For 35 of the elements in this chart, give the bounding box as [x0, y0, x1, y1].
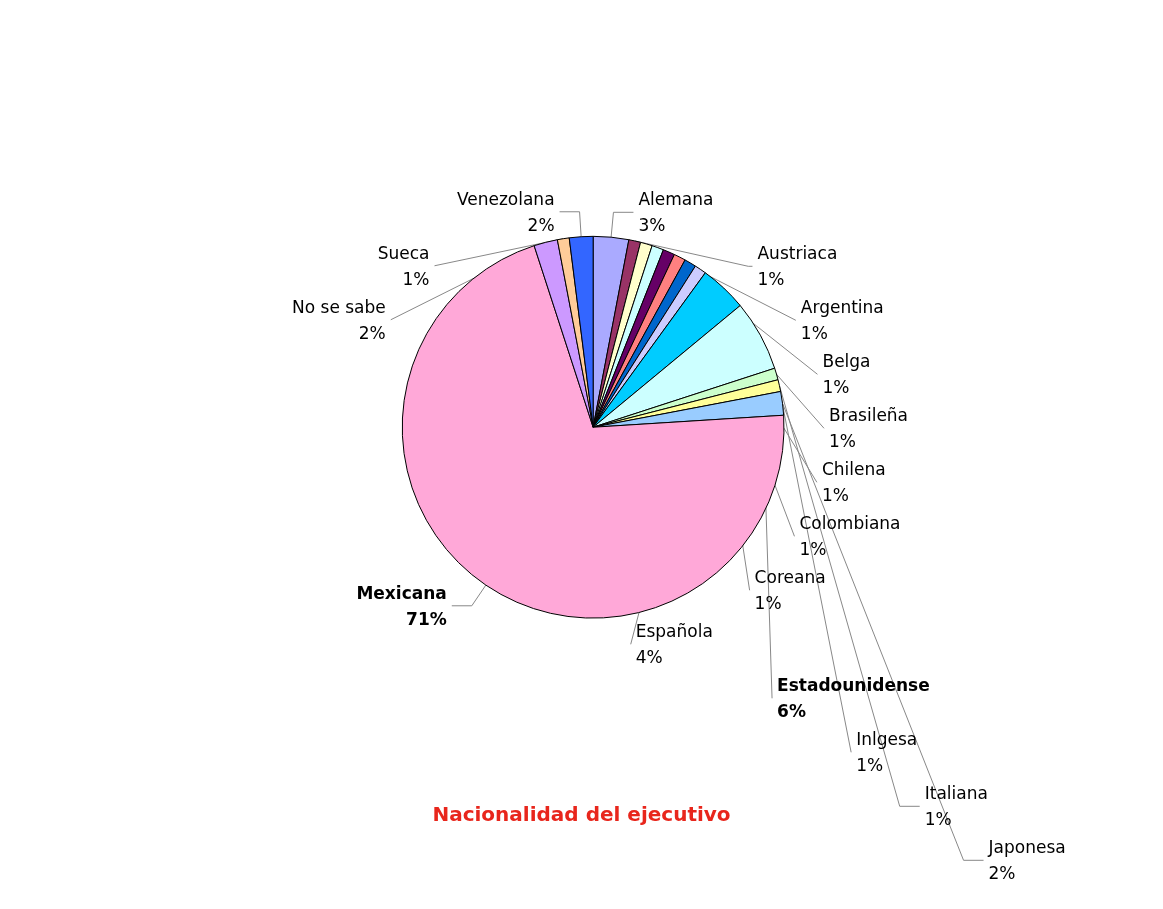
slice-label: Inlgesa	[856, 729, 918, 750]
data-label: 6%	[777, 701, 806, 722]
data-label: 1%	[822, 377, 850, 398]
data-label: 1%	[800, 323, 828, 344]
slice-label: Española	[635, 621, 713, 642]
slice-label: Estadounidense	[777, 675, 930, 696]
data-label: 1%	[799, 539, 827, 560]
data-label: 1%	[924, 809, 952, 830]
slice-label: Coreana	[754, 567, 826, 588]
data-label: 1%	[402, 268, 430, 289]
slice-label: Alemana	[638, 189, 714, 210]
slice-label: Belga	[822, 351, 871, 372]
slice-label: Italiana	[924, 783, 988, 804]
slice-label: No se sabe	[292, 296, 386, 317]
slice-label: Argentina	[800, 297, 884, 318]
data-label: 1%	[757, 269, 785, 290]
data-label: 2%	[358, 322, 386, 343]
data-label: 2%	[527, 214, 555, 235]
slice-label: Mexicana	[356, 582, 447, 603]
data-label: 4%	[635, 647, 663, 668]
slice-label: Brasileña	[829, 405, 909, 426]
data-label: 3%	[638, 215, 666, 236]
data-label: 1%	[856, 755, 884, 776]
data-label: 2%	[988, 863, 1016, 884]
text: Nacionalidad del ejecutivo	[432, 802, 731, 826]
slice-label: Venezolana	[456, 188, 555, 209]
data-label: 71%	[406, 608, 447, 629]
data-label: 1%	[821, 485, 849, 506]
slice-label: Austriaca	[757, 243, 838, 264]
data-label: 1%	[754, 593, 782, 614]
slice-label: Colombiana	[799, 513, 901, 534]
slice-label: Chilena	[821, 459, 886, 480]
slice-label: Sueca	[377, 242, 430, 263]
slice-label: Japonesa	[987, 837, 1066, 858]
data-label: 1%	[829, 431, 856, 452]
